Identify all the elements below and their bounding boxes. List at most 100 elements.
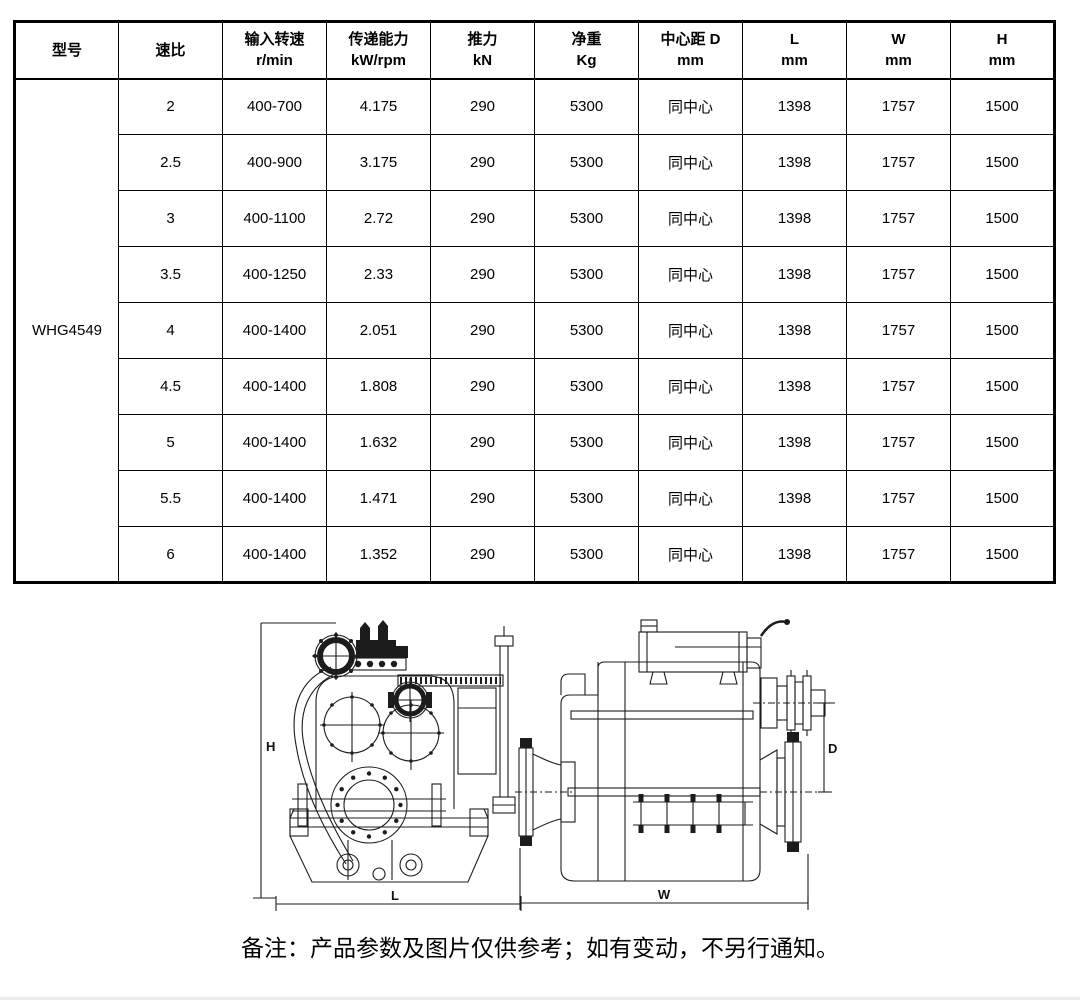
cell-width: 1757	[846, 134, 951, 191]
cell-height: 1500	[950, 78, 1055, 135]
cell-input-speed: 400-1400	[222, 470, 327, 527]
cell-capacity: 3.175	[326, 134, 431, 191]
table-row: 3.5 400-1250 2.33 290 5300 同中心 1398 1757…	[15, 246, 1055, 303]
table-row: 2.5 400-900 3.175 290 5300 同中心 1398 1757…	[15, 134, 1055, 191]
cell-height: 1500	[950, 190, 1055, 247]
cell-height: 1500	[950, 246, 1055, 303]
cell-ratio: 5.5	[118, 470, 223, 527]
cell-weight: 5300	[534, 190, 639, 247]
gearbox-spec-table: 型号 速比 输入转速 r/min 传递能力 kW/rpm 推力 kN 净重 Kg 中心距…	[13, 20, 1056, 584]
cell-input-speed: 400-1400	[222, 302, 327, 359]
cell-ratio: 2	[118, 78, 223, 135]
cell-capacity: 1.471	[326, 470, 431, 527]
cell-weight: 5300	[534, 526, 639, 583]
cell-weight: 5300	[534, 302, 639, 359]
gearbox-front-view-drawing: H L	[253, 620, 522, 911]
cell-capacity: 1.808	[326, 358, 431, 415]
cell-width: 1757	[846, 358, 951, 415]
cell-capacity: 1.352	[326, 526, 431, 583]
cell-center-distance: 同中心	[638, 302, 743, 359]
cell-weight: 5300	[534, 246, 639, 303]
cell-thrust: 290	[430, 134, 535, 191]
cell-weight: 5300	[534, 470, 639, 527]
cell-input-speed: 400-1400	[222, 414, 327, 471]
cell-length: 1398	[742, 190, 847, 247]
header-row: 型号 速比 输入转速 r/min 传递能力 kW/rpm 推力 kN 净重 Kg 中心距…	[14, 21, 1055, 80]
cell-weight: 5300	[534, 134, 639, 191]
dim-label-l: L	[391, 888, 399, 903]
header-input-speed: 输入转速 r/min	[222, 21, 327, 80]
cell-capacity: 2.72	[326, 190, 431, 247]
cell-center-distance: 同中心	[638, 134, 743, 191]
cell-height: 1500	[950, 470, 1055, 527]
cell-capacity: 1.632	[326, 414, 431, 471]
cell-ratio: 3.5	[118, 246, 223, 303]
cell-width: 1757	[846, 302, 951, 359]
table-row: 3 400-1100 2.72 290 5300 同中心 1398 1757 1…	[15, 190, 1055, 247]
cell-input-speed: 400-700	[222, 78, 327, 135]
cell-weight: 5300	[534, 414, 639, 471]
model-cell: WHG4549	[14, 78, 119, 583]
cell-center-distance: 同中心	[638, 470, 743, 527]
dim-label-w: W	[658, 887, 671, 902]
cell-input-speed: 400-1100	[222, 190, 327, 247]
cell-length: 1398	[742, 414, 847, 471]
cell-height: 1500	[950, 134, 1055, 191]
cell-ratio: 6	[118, 526, 223, 583]
cell-capacity: 4.175	[326, 78, 431, 135]
cell-center-distance: 同中心	[638, 190, 743, 247]
cell-width: 1757	[846, 190, 951, 247]
cell-ratio: 4.5	[118, 358, 223, 415]
header-thrust: 推力 kN	[430, 21, 535, 80]
table-row: 6 400-1400 1.352 290 5300 同中心 1398 1757 …	[15, 526, 1055, 583]
table-row: 4.5 400-1400 1.808 290 5300 同中心 1398 175…	[15, 358, 1055, 415]
header-ratio: 速比	[118, 21, 223, 80]
cell-center-distance: 同中心	[638, 526, 743, 583]
cell-thrust: 290	[430, 246, 535, 303]
cell-length: 1398	[742, 78, 847, 135]
cell-center-distance: 同中心	[638, 246, 743, 303]
table-row: WHG4549 2 400-700 4.175 290 5300 同中心 139…	[14, 78, 1055, 583]
table-row: 5.5 400-1400 1.471 290 5300 同中心 1398 175…	[15, 470, 1055, 527]
table-row: 5 400-1400 1.632 290 5300 同中心 1398 1757 …	[15, 414, 1055, 471]
cell-ratio: 5	[118, 414, 223, 471]
dim-label-d: D	[828, 741, 837, 756]
cell-height: 1500	[950, 358, 1055, 415]
cell-width: 1757	[846, 414, 951, 471]
cell-thrust: 290	[430, 78, 535, 135]
dim-label-h: H	[266, 739, 275, 754]
cell-input-speed: 400-900	[222, 134, 327, 191]
cell-weight: 5300	[534, 78, 639, 135]
cell-width: 1757	[846, 526, 951, 583]
cell-ratio: 4	[118, 302, 223, 359]
cell-input-speed: 400-1400	[222, 358, 327, 415]
cell-center-distance: 同中心	[638, 358, 743, 415]
gearbox-side-view-drawing: W D	[515, 619, 837, 910]
cell-thrust: 290	[430, 526, 535, 583]
cell-thrust: 290	[430, 414, 535, 471]
cell-center-distance: 同中心	[638, 414, 743, 471]
cell-thrust: 290	[430, 302, 535, 359]
cell-weight: 5300	[534, 358, 639, 415]
bottom-divider	[0, 997, 1080, 1000]
cell-thrust: 290	[430, 190, 535, 247]
cell-height: 1500	[950, 414, 1055, 471]
cell-length: 1398	[742, 526, 847, 583]
cell-center-distance: 同中心	[638, 78, 743, 135]
cell-thrust: 290	[430, 470, 535, 527]
cell-thrust: 290	[430, 358, 535, 415]
cell-length: 1398	[742, 302, 847, 359]
cell-length: 1398	[742, 134, 847, 191]
header-weight: 净重 Kg	[534, 21, 639, 80]
cell-input-speed: 400-1250	[222, 246, 327, 303]
cell-height: 1500	[950, 302, 1055, 359]
table-row: 4 400-1400 2.051 290 5300 同中心 1398 1757 …	[15, 302, 1055, 359]
cell-input-speed: 400-1400	[222, 526, 327, 583]
header-model: 型号	[14, 21, 119, 80]
header-capacity: 传递能力 kW/rpm	[326, 21, 431, 80]
cell-ratio: 2.5	[118, 134, 223, 191]
cell-width: 1757	[846, 246, 951, 303]
